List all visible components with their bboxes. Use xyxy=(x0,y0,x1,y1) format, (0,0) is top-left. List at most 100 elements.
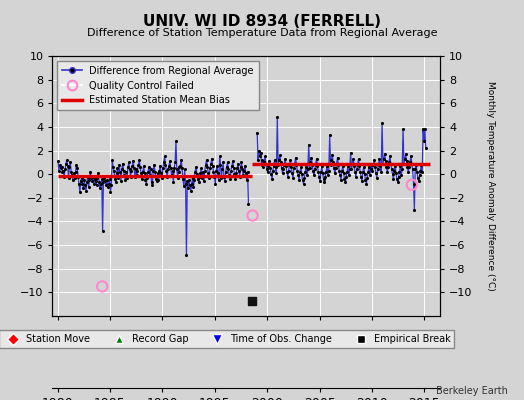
Point xyxy=(116,169,124,175)
Point xyxy=(68,172,76,178)
Point xyxy=(222,169,230,175)
Point xyxy=(367,162,376,168)
Point xyxy=(399,126,407,132)
Point xyxy=(409,180,418,187)
Point xyxy=(78,174,86,181)
Point xyxy=(235,168,243,174)
Point xyxy=(407,153,415,160)
Point xyxy=(210,173,219,180)
Point xyxy=(149,168,157,174)
Point xyxy=(375,156,384,162)
Point xyxy=(419,126,427,132)
Point xyxy=(201,168,209,174)
Point xyxy=(127,168,136,174)
Point xyxy=(62,160,70,167)
Point xyxy=(389,176,398,182)
Point xyxy=(304,142,313,148)
Point xyxy=(278,170,287,176)
Point xyxy=(179,176,187,182)
Point xyxy=(289,174,297,181)
Point xyxy=(291,154,300,161)
Point xyxy=(277,165,286,172)
Point xyxy=(144,169,152,175)
Point xyxy=(273,114,281,121)
Point xyxy=(219,159,227,166)
Point xyxy=(310,172,318,178)
Point xyxy=(387,160,395,167)
Point xyxy=(299,180,308,187)
Point xyxy=(316,169,325,175)
Point xyxy=(125,159,133,166)
Point xyxy=(253,130,261,136)
Point xyxy=(267,171,275,177)
Point xyxy=(298,171,306,177)
Point xyxy=(296,169,304,175)
Point xyxy=(206,165,214,172)
Point xyxy=(231,176,239,182)
Point xyxy=(71,169,80,175)
Point xyxy=(121,177,129,183)
Point xyxy=(392,170,400,176)
Point xyxy=(340,170,348,176)
Point xyxy=(396,163,405,169)
Point xyxy=(256,153,264,160)
Point xyxy=(280,162,288,168)
Point xyxy=(238,166,246,173)
Point xyxy=(277,159,285,166)
Point xyxy=(74,173,82,180)
Point xyxy=(411,166,419,173)
Point xyxy=(376,163,385,169)
Point xyxy=(117,166,126,173)
Point xyxy=(111,176,119,182)
Point xyxy=(369,162,377,168)
Point xyxy=(129,158,137,164)
Point xyxy=(361,171,369,177)
Point xyxy=(227,168,235,174)
Point xyxy=(135,157,144,163)
Point xyxy=(388,171,397,177)
Point xyxy=(220,173,228,180)
Point xyxy=(157,170,165,176)
Point xyxy=(288,170,296,176)
Point xyxy=(348,160,356,167)
Point xyxy=(172,138,180,144)
Point xyxy=(311,166,319,173)
Point xyxy=(303,172,311,178)
Point xyxy=(208,156,216,162)
Point xyxy=(403,164,411,170)
Point xyxy=(79,185,88,192)
Point xyxy=(120,172,128,178)
Point xyxy=(382,164,390,170)
Point xyxy=(328,152,336,158)
Point xyxy=(110,168,118,174)
Point xyxy=(322,169,330,175)
Point xyxy=(196,170,204,176)
Point xyxy=(199,169,207,175)
Point xyxy=(362,180,370,187)
Point xyxy=(270,157,279,163)
Point xyxy=(130,165,138,172)
Point xyxy=(174,164,183,170)
Point xyxy=(305,165,314,172)
Point xyxy=(385,159,393,166)
Point xyxy=(279,166,288,173)
Point xyxy=(136,164,144,170)
Point xyxy=(302,164,310,170)
Point xyxy=(203,164,212,170)
Point xyxy=(311,162,320,168)
Point xyxy=(397,172,406,178)
Point xyxy=(335,168,343,174)
Point xyxy=(405,164,413,170)
Point xyxy=(150,162,158,168)
Point xyxy=(357,173,365,180)
Point xyxy=(264,163,272,169)
Point xyxy=(65,164,73,170)
Point xyxy=(218,166,226,173)
Point xyxy=(64,174,73,181)
Point xyxy=(421,145,430,151)
Point xyxy=(175,169,183,175)
Point xyxy=(180,166,189,173)
Text: UNIV. WI ID 8934 (FERRELL): UNIV. WI ID 8934 (FERRELL) xyxy=(143,14,381,29)
Point xyxy=(408,160,416,167)
Point xyxy=(92,182,101,188)
